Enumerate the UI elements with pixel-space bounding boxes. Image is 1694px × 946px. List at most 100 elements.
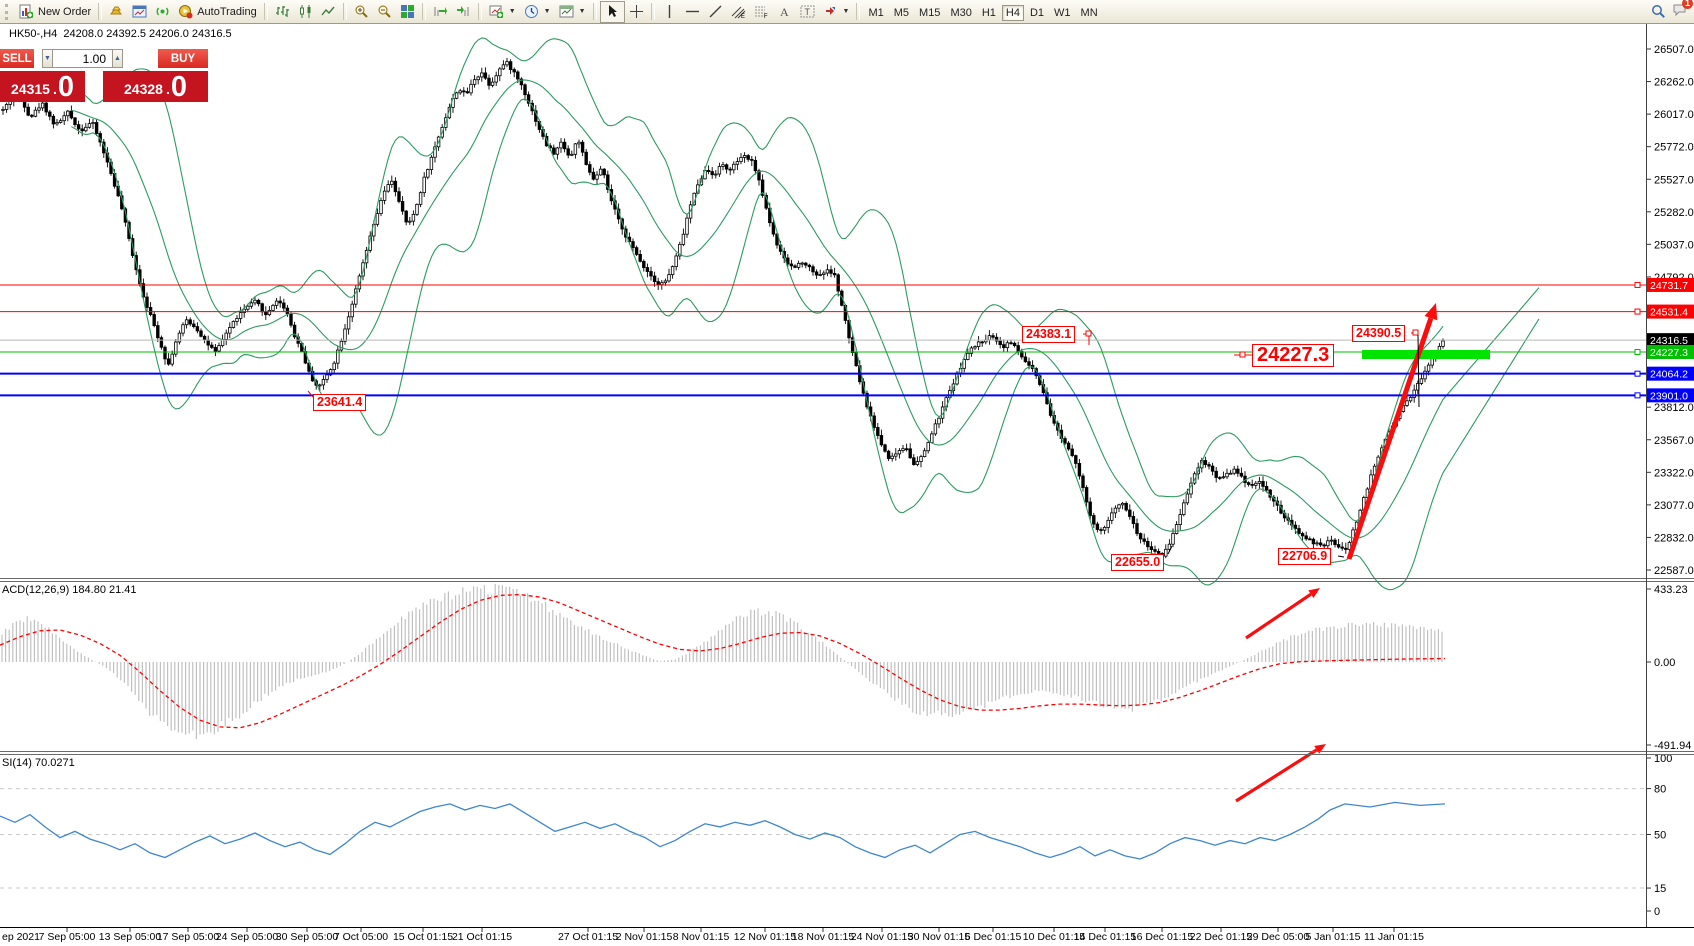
toolbar-grip[interactable] [5, 3, 13, 20]
toolbar: New Order AutoTrading [0, 0, 1694, 24]
chevron-down-icon: ▼ [543, 8, 551, 15]
chart-shift-button[interactable] [452, 2, 475, 22]
separator [856, 3, 861, 20]
sell-price[interactable]: 24315. 0 [0, 71, 85, 102]
svg-text:18 Nov 01:15: 18 Nov 01:15 [792, 931, 855, 943]
svg-text:24531.4: 24531.4 [1650, 307, 1688, 319]
timeframe-button-H1[interactable]: H1 [981, 6, 996, 19]
chart-ohlc-info: HK50-,H4 24208.0 24392.5 24206.0 24316.5 [9, 28, 232, 40]
buy-price-big-digit: 0 [170, 71, 187, 103]
gold-button[interactable] [105, 2, 128, 22]
svg-text:0.00: 0.00 [1654, 657, 1675, 669]
svg-text:26017.0: 26017.0 [1654, 109, 1694, 121]
signal-button[interactable] [151, 2, 174, 22]
svg-text:22 Dec 01:15: 22 Dec 01:15 [1190, 931, 1253, 943]
svg-text:T: T [804, 7, 810, 17]
trendline-button[interactable] [704, 2, 727, 22]
svg-text:25282.0: 25282.0 [1654, 207, 1694, 219]
trendline-icon [709, 5, 722, 18]
svg-text:24 Nov 01:15: 24 Nov 01:15 [851, 931, 914, 943]
timeframe-button-D1[interactable]: D1 [1029, 6, 1045, 19]
zoom-out-button[interactable] [373, 2, 396, 22]
notification-badge: 1 [1682, 0, 1693, 9]
svg-text:23322.0: 23322.0 [1654, 467, 1694, 479]
price-annotation-label[interactable]: 22706.9 [1278, 548, 1332, 565]
buy-price[interactable]: 24328. 0 [103, 71, 208, 102]
svg-text:23077.0: 23077.0 [1654, 500, 1694, 512]
sell-button[interactable]: SELL [0, 49, 34, 68]
new-chart-button[interactable]: ▼ [485, 2, 520, 22]
price-annotation-label[interactable]: 24383.1 [1022, 326, 1076, 343]
equidistant-channel-button[interactable]: E [727, 2, 750, 22]
notifications-button[interactable]: 1 [1672, 0, 1693, 22]
cursor-button[interactable] [599, 0, 625, 23]
timeframe-button-M1[interactable]: M1 [868, 6, 884, 19]
svg-text:6 Dec 01:15: 6 Dec 01:15 [965, 931, 1022, 943]
gold-icon [110, 6, 123, 15]
vertical-line-icon [668, 5, 670, 18]
svg-text:ep 2021: ep 2021 [2, 931, 40, 943]
cursor-icon [608, 5, 617, 17]
chart-window-icon [132, 5, 147, 18]
svg-text:17 Sep 05:00: 17 Sep 05:00 [157, 931, 220, 943]
price-annotation-label[interactable]: 23641.4 [313, 394, 367, 411]
tile-windows-button[interactable] [396, 2, 419, 22]
autotrading-button[interactable]: AutoTrading [174, 2, 261, 22]
chart-window-button[interactable] [128, 2, 151, 22]
svg-text:8 Nov 01:15: 8 Nov 01:15 [673, 931, 730, 943]
svg-text:2 Nov 01:15: 2 Nov 01:15 [616, 931, 673, 943]
volume-up-button[interactable]: ▲ [112, 49, 123, 68]
svg-text:16 Dec 01:15: 16 Dec 01:15 [1131, 931, 1194, 943]
toolbar-right: 1 [1651, 0, 1693, 22]
equidistant-channel-icon: E [731, 6, 745, 19]
new-order-button[interactable]: New Order [15, 2, 95, 22]
line-chart-button[interactable] [317, 2, 340, 22]
buy-button[interactable]: BUY [158, 49, 208, 68]
arrow-shapes-icon [825, 7, 835, 15]
price-annotation-label[interactable]: 24390.5 [1352, 325, 1406, 342]
crosshair-icon [629, 5, 643, 18]
arrow-shapes-button[interactable]: ▼ [819, 2, 854, 22]
period-icon [524, 5, 538, 18]
timeframe-button-W1[interactable]: W1 [1054, 6, 1071, 19]
fibonacci-button[interactable]: F [750, 2, 773, 22]
timeframe-button-MN[interactable]: MN [1080, 6, 1098, 19]
svg-text:24227.3: 24227.3 [1650, 347, 1688, 359]
svg-text:23901.0: 23901.0 [1650, 390, 1688, 402]
vertical-line-button[interactable] [658, 2, 681, 22]
line-chart-icon [321, 6, 335, 16]
text-label-button[interactable]: T [796, 2, 819, 22]
svg-text:11 Jan 01:15: 11 Jan 01:15 [1364, 931, 1424, 943]
templates-button[interactable]: ▼ [555, 2, 590, 22]
timeframe-button-M15[interactable]: M15 [919, 6, 941, 19]
crosshair-button[interactable] [625, 2, 648, 22]
separator [98, 3, 103, 20]
svg-text:80: 80 [1654, 784, 1666, 796]
horizontal-line-button[interactable] [681, 2, 704, 22]
timeframe-button-H4[interactable]: H4 [1001, 4, 1024, 21]
bar-chart-icon [275, 6, 289, 17]
price-annotation-label[interactable]: 22655.0 [1111, 554, 1165, 571]
period-button[interactable]: ▼ [520, 2, 555, 22]
price-annotation-label[interactable]: 24227.3 [1252, 344, 1335, 367]
svg-text:29 Dec 05:00: 29 Dec 05:00 [1247, 931, 1310, 943]
svg-text:23812.0: 23812.0 [1654, 402, 1694, 414]
sell-price-dot: . [52, 81, 57, 97]
svg-text:12 Nov 01:15: 12 Nov 01:15 [734, 931, 797, 943]
text-button[interactable]: A [773, 2, 796, 22]
bar-chart-button[interactable] [271, 2, 294, 22]
zoom-in-button[interactable] [350, 2, 373, 22]
text-icon: A [780, 5, 789, 19]
separator [342, 3, 347, 20]
timeframe-button-M30[interactable]: M30 [950, 6, 972, 19]
svg-text:30 Nov 01:15: 30 Nov 01:15 [908, 931, 971, 943]
volume-input[interactable]: 1.00 [52, 49, 113, 68]
chevron-down-icon: ▼ [842, 8, 850, 15]
timeframe-button-M5[interactable]: M5 [893, 6, 910, 19]
search-icon[interactable] [1651, 4, 1666, 19]
svg-text:25527.0: 25527.0 [1654, 174, 1694, 186]
svg-text:100: 100 [1654, 753, 1672, 765]
candlestick-chart-button[interactable] [294, 2, 317, 22]
auto-scroll-button[interactable] [429, 2, 452, 22]
